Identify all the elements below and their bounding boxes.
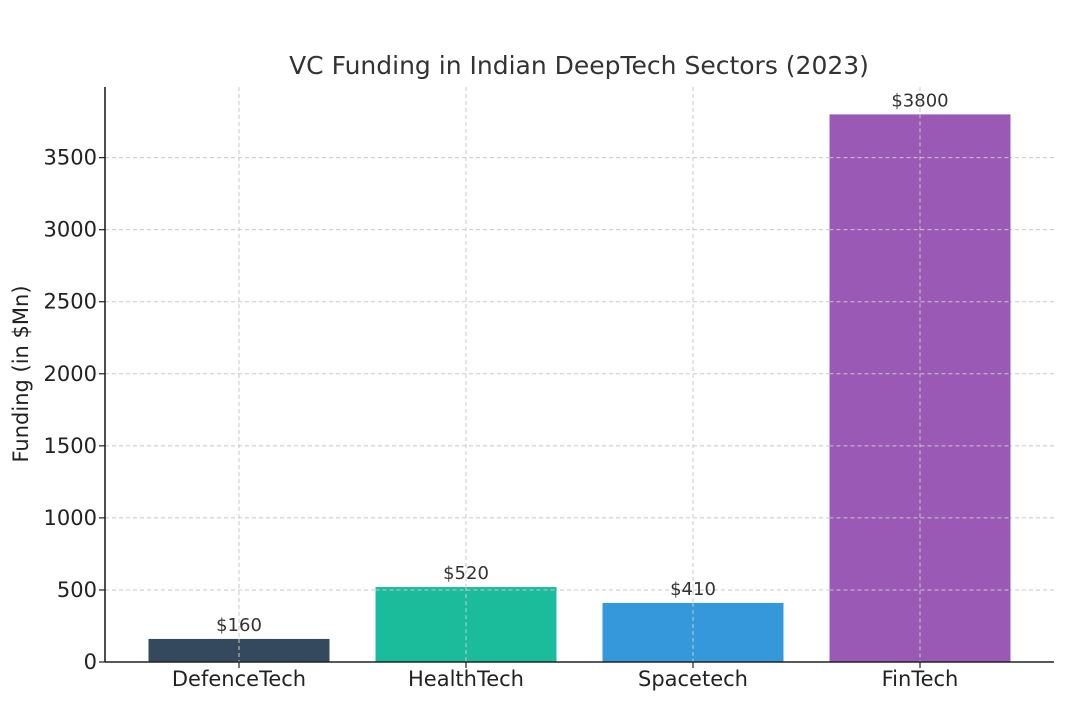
axes <box>104 87 1054 663</box>
y-tick-label: 3500 <box>44 146 97 170</box>
x-tick-label: HealthTech <box>408 667 524 691</box>
y-ticks: 0 500 1000 1500 2000 2500 3000 3500 <box>44 146 105 674</box>
data-labels: $160 $520 $410 $3800 <box>216 90 949 636</box>
bars <box>148 114 1011 662</box>
y-tick-label: 1000 <box>44 506 97 530</box>
y-tick-label: 1500 <box>44 434 97 458</box>
y-tick-label: 2000 <box>44 362 97 386</box>
y-tick-label: 500 <box>57 578 97 602</box>
y-axis-label: Funding (in $Mn) <box>9 285 33 462</box>
data-label: $520 <box>443 563 489 584</box>
chart-title: VC Funding in Indian DeepTech Sectors (2… <box>289 51 869 80</box>
x-tick-label: FinTech <box>882 667 959 691</box>
data-label: $160 <box>216 615 262 636</box>
y-tick-label: 3000 <box>44 218 97 242</box>
x-ticks: DefenceTech HealthTech Spacetech FinTech <box>172 662 958 691</box>
x-tick-label: Spacetech <box>638 667 748 691</box>
y-tick-label: 2500 <box>44 290 97 314</box>
y-tick-label: 0 <box>84 650 97 674</box>
x-tick-label: DefenceTech <box>172 667 306 691</box>
bar-defencetech <box>148 638 330 662</box>
data-label: $3800 <box>891 90 948 111</box>
data-label: $410 <box>670 579 716 600</box>
